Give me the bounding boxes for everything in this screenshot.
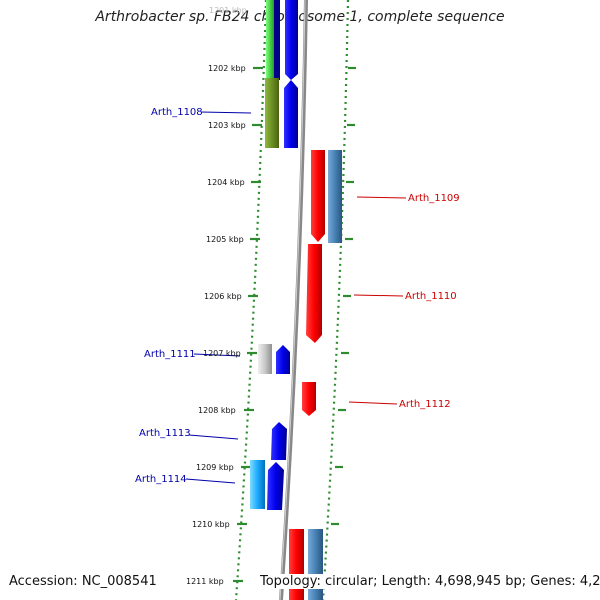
tick-label: 1209 kbp bbox=[196, 463, 234, 472]
tick-label: 1207 kbp bbox=[203, 349, 241, 358]
gene-arrow-arth-1114 bbox=[267, 462, 284, 510]
gene-labels: Arth_1108 Arth_1109 Arth_1110 Arth_1111 … bbox=[135, 107, 460, 485]
faded-tick-label: 1201 kbp bbox=[209, 6, 247, 15]
gene-label-arth-1114[interactable]: Arth_1114 bbox=[135, 474, 187, 485]
tick-label: 1203 kbp bbox=[208, 121, 246, 130]
tick-label: 1204 kbp bbox=[207, 178, 245, 187]
tick-label: 1205 kbp bbox=[206, 235, 244, 244]
right-dotted-track bbox=[321, 0, 350, 600]
tick-label: 1208 kbp bbox=[198, 406, 236, 415]
gene-arrow-arth-1111 bbox=[276, 345, 290, 374]
gene-arrow-arth-1113 bbox=[271, 422, 287, 460]
tick-label: 1206 kbp bbox=[204, 292, 242, 301]
gene-label-arth-1112[interactable]: Arth_1112 bbox=[399, 399, 451, 410]
label-leader-lines bbox=[185, 111, 407, 484]
gene-feature-steel-bottom bbox=[308, 529, 323, 600]
gene-feature-gray bbox=[258, 344, 272, 374]
gene-arrow-arth-1110 bbox=[306, 244, 322, 343]
gene-feature-red-bottom bbox=[289, 529, 304, 600]
gene-feature-blue-top bbox=[274, 0, 280, 80]
gene-label-arth-1113[interactable]: Arth_1113 bbox=[139, 428, 191, 439]
gene-feature-green bbox=[266, 0, 275, 80]
gene-arrow-arth-1109 bbox=[311, 150, 325, 242]
tick-label: 1211 kbp bbox=[186, 577, 224, 586]
tick-labels: 1202 kbp 1203 kbp 1204 kbp 1205 kbp 1206… bbox=[186, 64, 246, 586]
tick-label: 1210 kbp bbox=[192, 520, 230, 529]
gene-arrow-arth-1112 bbox=[302, 382, 316, 416]
cds-arth-1114 bbox=[250, 460, 265, 509]
accession-text: Accession: NC_008541 bbox=[9, 574, 157, 589]
left-dotted-track bbox=[234, 0, 268, 600]
tick-label: 1202 kbp bbox=[208, 64, 246, 73]
gene-label-arth-1109[interactable]: Arth_1109 bbox=[408, 193, 460, 204]
gene-label-arth-1108[interactable]: Arth_1108 bbox=[151, 107, 203, 118]
gene-label-arth-1111[interactable]: Arth_1111 bbox=[144, 349, 196, 360]
topology-summary: Topology: circular; Length: 4,698,945 bp… bbox=[260, 574, 600, 589]
gene-feature-olive bbox=[265, 78, 279, 148]
gene-arrow-forward bbox=[285, 0, 298, 80]
gene-arrow-arth-1108 bbox=[284, 80, 298, 148]
cds-arth-1109 bbox=[328, 150, 342, 243]
chromosome-backbone bbox=[279, 0, 308, 600]
gene-label-arth-1110[interactable]: Arth_1110 bbox=[405, 291, 457, 302]
map-title: Arthrobacter sp. FB24 chromosome 1, comp… bbox=[95, 9, 505, 25]
